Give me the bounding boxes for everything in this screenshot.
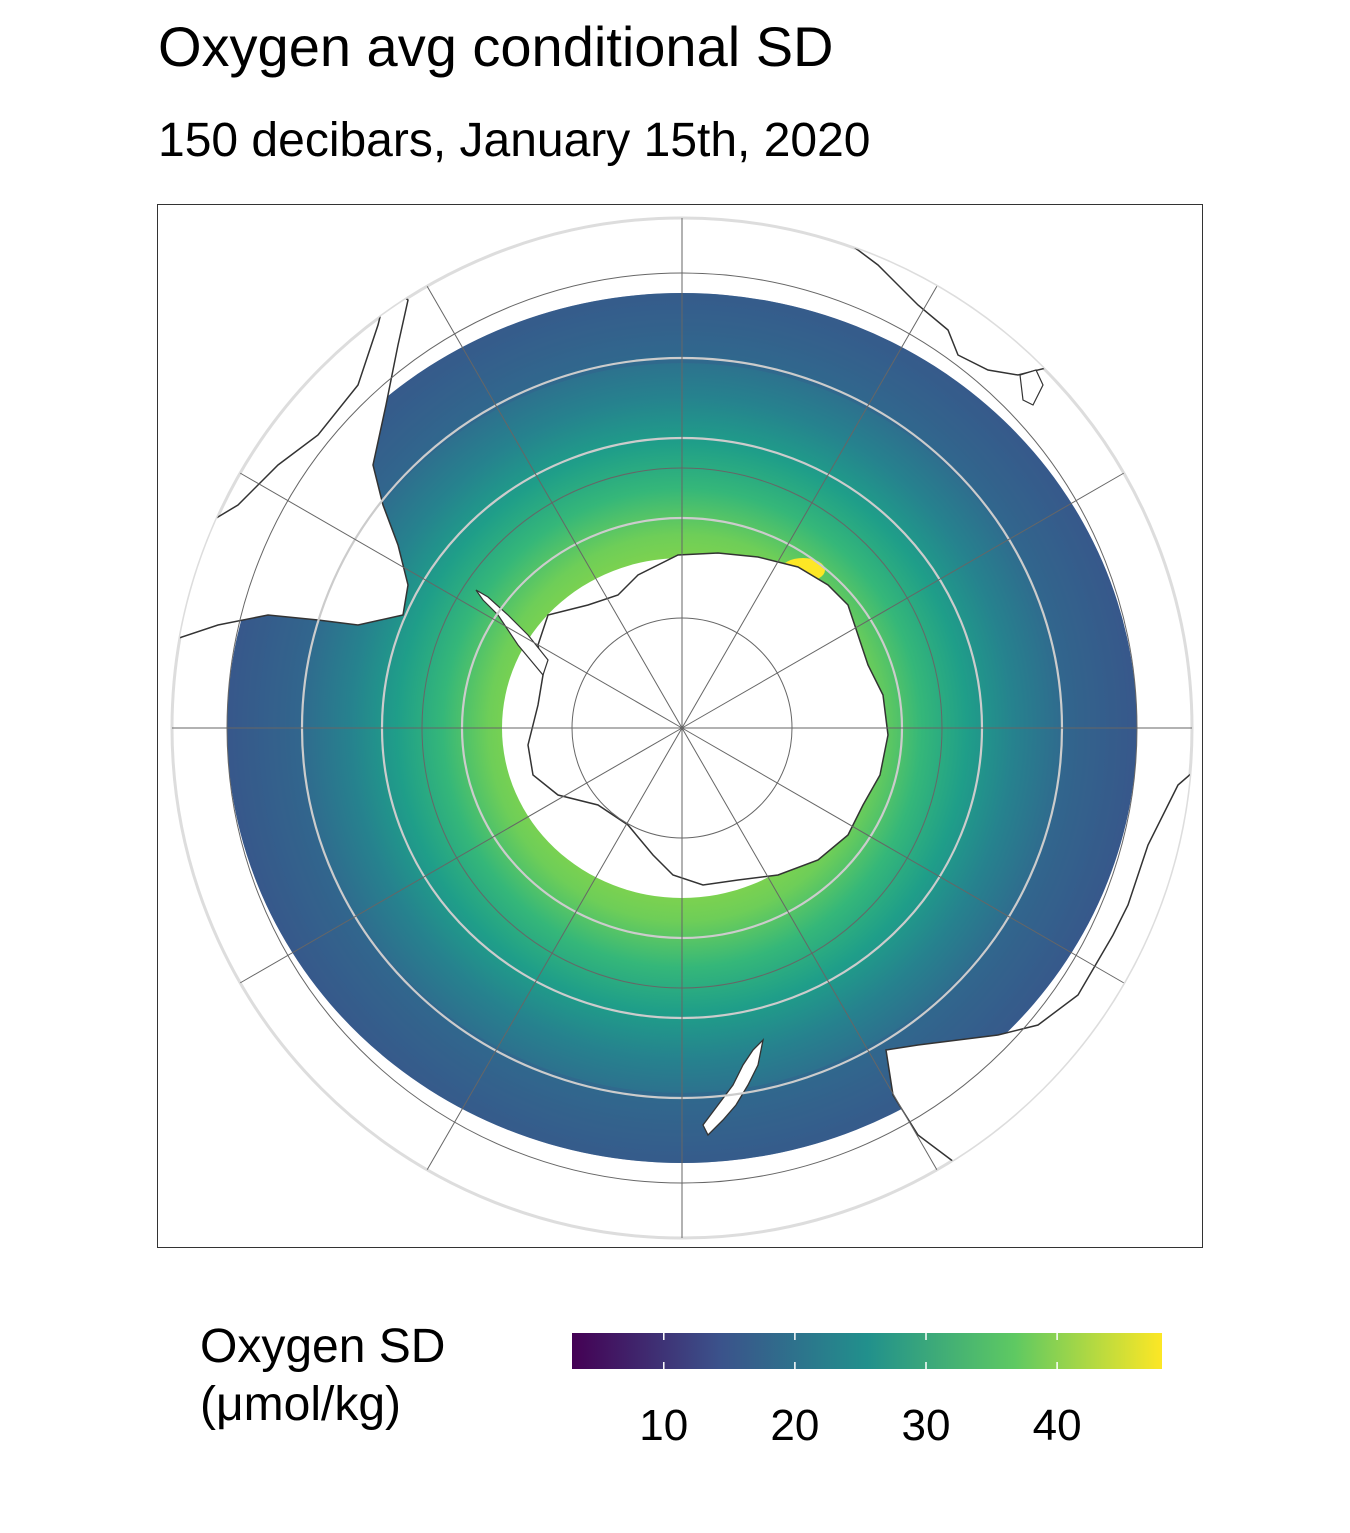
map-subtitle: 150 decibars, January 15th, 2020 [158,114,871,167]
legend-title: Oxygen SD (μmol/kg) [200,1318,445,1434]
legend-tick-label: 20 [770,1401,820,1450]
legend-tick-label: 10 [639,1401,689,1450]
legend-tick-label: 40 [1032,1401,1082,1450]
meridians [172,218,1192,1238]
antarctic-peninsula [475,589,549,677]
map-title: Oxygen avg conditional SD [158,15,834,78]
colorbar-tickmarks [663,1333,1058,1369]
legend-title-line1: Oxygen SD [200,1320,446,1373]
new-zealand-land [702,1038,765,1137]
south-america-land [172,283,409,647]
map-panel[interactable] [157,204,1203,1248]
legend-tick-label: 30 [901,1401,951,1450]
colorbar-svg [572,1333,1162,1369]
polar-map [170,216,1194,1240]
madagascar-land [1019,369,1044,406]
legend-colorbar [572,1333,1162,1369]
legend-title-line2: (μmol/kg) [200,1378,401,1431]
colorbar-gradient [572,1333,1162,1369]
oxygen-sd-field [227,293,1137,1163]
